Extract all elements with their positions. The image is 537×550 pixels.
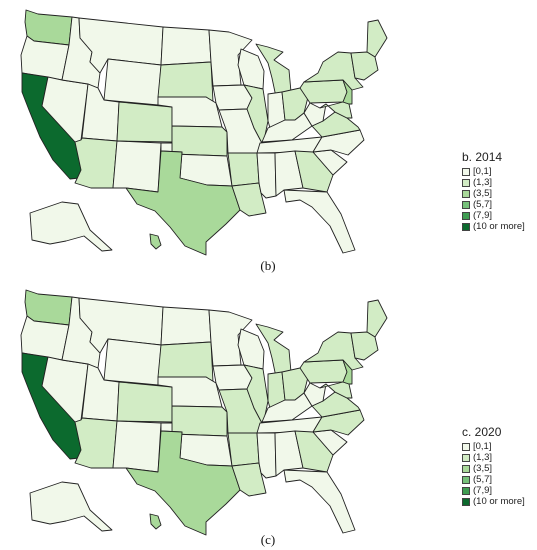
state-fl — [283, 189, 356, 254]
state-ak — [29, 481, 113, 532]
legend-label: [0,1] — [473, 441, 492, 452]
legend-label: (5,7] — [473, 199, 493, 210]
legend-label: (3,5] — [473, 463, 493, 474]
legend-item: (3,5] — [462, 188, 525, 199]
legend-swatch — [462, 167, 470, 176]
state-ne6 — [350, 331, 379, 361]
legend-label: (10 or more] — [473, 221, 525, 232]
state-tx — [125, 430, 241, 536]
legend-swatch — [462, 189, 470, 198]
state-hi — [149, 233, 162, 250]
state-nd — [160, 306, 212, 346]
legend-item: (5,7] — [462, 474, 525, 485]
legend-swatch — [462, 222, 470, 231]
state-co — [116, 381, 173, 423]
state-ne6 — [350, 51, 379, 81]
state-nd — [160, 26, 212, 66]
legend-swatch — [462, 178, 470, 187]
state-nm — [112, 420, 162, 473]
state-nj — [342, 79, 353, 105]
panel-caption-b: (b) — [260, 258, 276, 273]
state-va — [311, 111, 361, 138]
legend-swatch — [462, 464, 470, 473]
state-ak — [29, 201, 113, 252]
panel-caption-c: (c) — [260, 532, 276, 547]
legend-item: (7,9] — [462, 210, 525, 221]
legend-item: (3,5] — [462, 463, 525, 474]
legend-label: (10 or more] — [473, 496, 525, 507]
state-sd — [157, 341, 214, 383]
legend-item: (1,3] — [462, 177, 525, 188]
state-ga — [294, 430, 334, 473]
legend-swatch — [462, 475, 470, 484]
legend-label: (1,3] — [473, 177, 493, 188]
state-wi — [237, 328, 265, 370]
legend-title: b. 2014 — [462, 150, 503, 164]
state-ar — [227, 432, 260, 467]
legend-item: (1,3] — [462, 452, 525, 463]
state-il — [243, 84, 269, 146]
legend-swatch — [462, 453, 470, 462]
legend-item: (5,7] — [462, 199, 525, 210]
state-wy — [103, 58, 162, 106]
legend-swatch — [462, 497, 470, 506]
map-panel-2014: b. 2014 [0,1] (1,3] (3,5] (5,7] (7,9] (10 or … — [20, 9, 525, 273]
legend-label: (1,3] — [473, 452, 493, 463]
legend-label: (5,7] — [473, 474, 493, 485]
legend-label: (7,9] — [473, 485, 493, 496]
state-hi — [149, 513, 162, 530]
legend-label: [0,1] — [473, 166, 492, 177]
legend-2014: b. 2014 [0,1] (1,3] (3,5] (5,7] (7,9] (10 or … — [462, 150, 525, 232]
state-az — [74, 137, 118, 189]
legend-2020: c. 2020 [0,1] (1,3] (3,5] (5,7] (7,9] (10 or … — [462, 425, 525, 507]
legend-item: (10 or more] — [462, 221, 525, 232]
legend-label: (7,9] — [473, 210, 493, 221]
state-ar — [227, 152, 260, 187]
legend-swatch — [462, 211, 470, 220]
legend-label: (3,5] — [473, 188, 493, 199]
state-wi — [237, 48, 265, 90]
legend-item: [0,1] — [462, 441, 525, 452]
state-al — [274, 150, 304, 197]
state-mi — [255, 43, 292, 98]
state-az — [74, 417, 118, 469]
state-me — [366, 19, 388, 58]
state-tx — [125, 150, 241, 256]
choropleth-map-2020 — [20, 289, 388, 536]
choropleth-map-2014 — [20, 9, 388, 256]
legend-item: [0,1] — [462, 166, 525, 177]
legend-swatch — [462, 442, 470, 451]
state-il — [243, 364, 269, 426]
state-mi — [255, 323, 292, 378]
legend-item: (10 or more] — [462, 496, 525, 507]
state-va — [311, 391, 361, 418]
state-fl — [283, 469, 356, 534]
state-nj — [342, 359, 353, 385]
state-me — [366, 299, 388, 338]
legend-swatch — [462, 486, 470, 495]
state-nm — [112, 140, 162, 193]
legend-item: (7,9] — [462, 485, 525, 496]
map-panel-2020: c. 2020 [0,1] (1,3] (3,5] (5,7] (7,9] (10 or … — [0, 280, 537, 550]
state-wy — [103, 338, 162, 386]
state-al — [274, 430, 304, 477]
state-ga — [294, 150, 334, 193]
legend-swatch — [462, 200, 470, 209]
state-sd — [157, 61, 214, 103]
legend-title: c. 2020 — [462, 425, 502, 439]
state-co — [116, 101, 173, 143]
